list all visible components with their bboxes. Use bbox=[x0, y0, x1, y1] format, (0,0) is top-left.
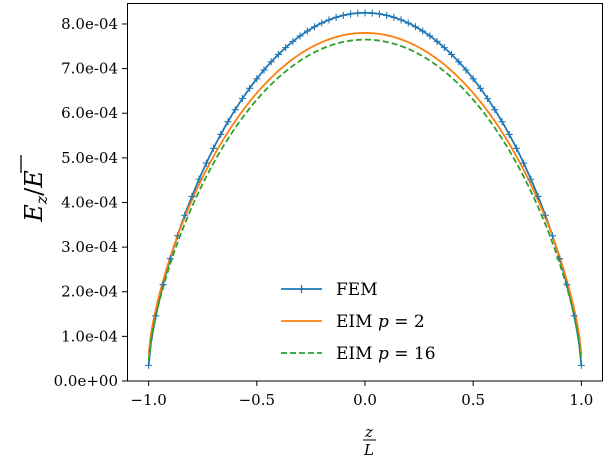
x-tick-label: 1.0 bbox=[569, 391, 593, 409]
x-axis-label: z L bbox=[363, 423, 376, 459]
y-axis-label-denominator: E bbox=[20, 170, 48, 189]
x-tick-label: −0.5 bbox=[239, 391, 275, 409]
series-marker-0 bbox=[188, 192, 196, 200]
series-marker-0 bbox=[282, 44, 290, 52]
y-tick-label: 8.0e-04 bbox=[61, 15, 118, 33]
series-marker-0 bbox=[224, 118, 232, 126]
legend-entry: EIM p = 16 bbox=[281, 344, 436, 364]
series-marker-0 bbox=[455, 58, 463, 66]
series-marker-0 bbox=[462, 66, 470, 74]
legend-entry: FEM bbox=[281, 280, 378, 300]
series-marker-0 bbox=[152, 312, 160, 320]
series-marker-0 bbox=[570, 312, 578, 320]
y-tick-label: 6.0e-04 bbox=[61, 104, 118, 122]
series-marker-0 bbox=[476, 84, 484, 92]
series-line-2 bbox=[147, 38, 583, 362]
series-marker-0 bbox=[145, 361, 153, 369]
series-marker-0 bbox=[577, 361, 585, 369]
y-tick-label: 3.0e-04 bbox=[61, 238, 118, 256]
series-marker-0 bbox=[498, 118, 506, 126]
series-marker-0 bbox=[375, 10, 383, 18]
series-marker-0 bbox=[354, 9, 362, 17]
x-tick-label: 0.5 bbox=[461, 391, 485, 409]
series-marker-0 bbox=[368, 9, 376, 17]
series-marker-0 bbox=[527, 175, 535, 183]
y-tick-label: 0.0e+00 bbox=[54, 372, 118, 390]
series-marker-0 bbox=[411, 23, 419, 31]
series-marker-0 bbox=[534, 192, 542, 200]
series-marker-0 bbox=[318, 19, 326, 27]
svg-text:Ez/E: Ez/E bbox=[20, 170, 51, 223]
series-marker-0 bbox=[419, 27, 427, 35]
series-marker-0 bbox=[173, 232, 181, 240]
legend: FEM EIM p = 2 EIM p = 16 bbox=[281, 280, 436, 364]
series-marker-0 bbox=[397, 16, 405, 24]
series-marker-0 bbox=[159, 281, 167, 289]
legend-entry: EIM p = 2 bbox=[281, 312, 425, 332]
series-line-1 bbox=[147, 31, 583, 355]
series-marker-0 bbox=[332, 13, 340, 21]
series-marker-0 bbox=[541, 211, 549, 219]
series-marker-0 bbox=[195, 175, 203, 183]
series-marker-0 bbox=[404, 19, 412, 27]
series-marker-0 bbox=[274, 50, 282, 58]
series-marker-0 bbox=[339, 11, 347, 19]
series-marker-0 bbox=[296, 32, 304, 40]
series-marker-0 bbox=[563, 281, 571, 289]
series-marker-0 bbox=[448, 50, 456, 58]
series-marker-0 bbox=[505, 130, 513, 138]
series-marker-0 bbox=[238, 95, 246, 103]
legend-marker-fem bbox=[297, 285, 306, 293]
y-axis-label-divider: / bbox=[20, 187, 48, 196]
y-axis-ticks: 0.0e+00 1.0e-04 2.0e-04 3.0e-04 4.0e-04 5.0e-… bbox=[54, 15, 127, 390]
series-marker-0 bbox=[556, 255, 564, 263]
series-marker-0 bbox=[166, 255, 174, 263]
series-marker-0 bbox=[549, 232, 557, 240]
series-marker-0 bbox=[433, 37, 441, 45]
x-axis-ticks: −1.0 −0.5 0.0 0.5 1.0 bbox=[130, 381, 593, 409]
series-marker-0 bbox=[303, 27, 311, 35]
series-marker-0 bbox=[325, 16, 333, 24]
series-marker-0 bbox=[491, 106, 499, 114]
series-marker-0 bbox=[426, 32, 434, 40]
series-marker-0 bbox=[202, 159, 210, 167]
series-marker-0 bbox=[210, 144, 218, 152]
plot-markers bbox=[145, 9, 585, 369]
series-marker-0 bbox=[484, 95, 492, 103]
series-marker-0 bbox=[246, 84, 254, 92]
y-tick-label: 1.0e-04 bbox=[61, 327, 118, 345]
series-marker-0 bbox=[181, 211, 189, 219]
series-marker-0 bbox=[289, 37, 297, 45]
series-marker-0 bbox=[390, 13, 398, 21]
legend-label-eim-p16: EIM p = 16 bbox=[336, 344, 436, 364]
series-marker-0 bbox=[512, 144, 520, 152]
series-marker-0 bbox=[469, 75, 477, 83]
y-axis-label-main: E bbox=[20, 204, 48, 223]
legend-label-fem: FEM bbox=[336, 280, 378, 300]
series-marker-0 bbox=[311, 23, 319, 31]
series-marker-0 bbox=[253, 75, 261, 83]
legend-label-eim-p2: EIM p = 2 bbox=[336, 312, 425, 332]
x-tick-label: 0.0 bbox=[353, 391, 377, 409]
series-marker-0 bbox=[440, 44, 448, 52]
y-tick-label: 2.0e-04 bbox=[61, 283, 118, 301]
y-tick-label: 5.0e-04 bbox=[61, 149, 118, 167]
y-axis-label: Ez/E bbox=[20, 155, 51, 223]
y-tick-label: 4.0e-04 bbox=[61, 193, 118, 211]
series-marker-0 bbox=[231, 106, 239, 114]
y-axis-label-subscript: z bbox=[32, 195, 51, 205]
series-marker-0 bbox=[217, 130, 225, 138]
series-marker-0 bbox=[347, 10, 355, 18]
x-axis-label-numerator: z bbox=[364, 423, 373, 441]
y-tick-label: 7.0e-04 bbox=[61, 60, 118, 78]
series-marker-0 bbox=[260, 66, 268, 74]
series-marker-0 bbox=[520, 159, 528, 167]
series-marker-0 bbox=[361, 9, 369, 17]
series-marker-0 bbox=[383, 11, 391, 19]
x-axis-label-denominator: L bbox=[363, 441, 374, 459]
series-marker-0 bbox=[267, 58, 275, 66]
x-tick-label: −1.0 bbox=[130, 391, 166, 409]
